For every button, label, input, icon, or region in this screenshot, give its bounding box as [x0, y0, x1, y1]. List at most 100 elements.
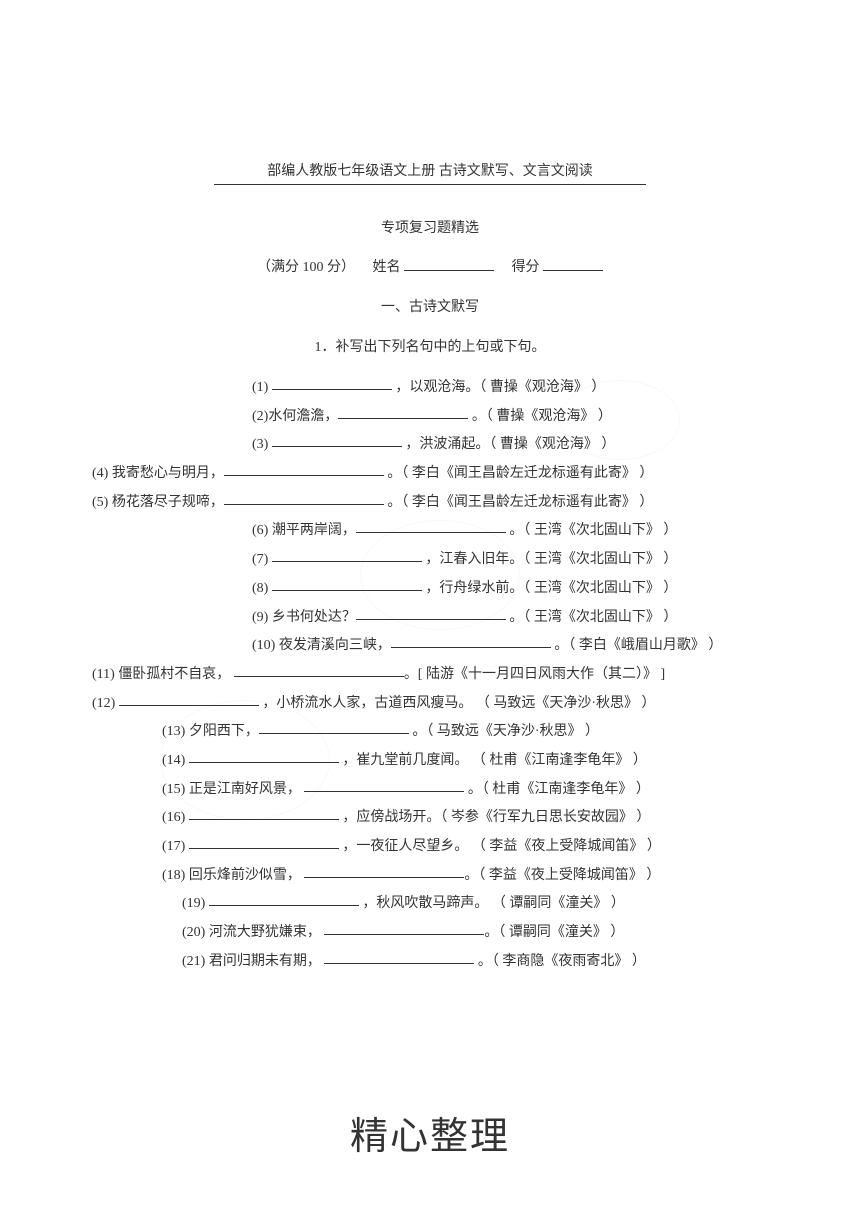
question-line: (19) ，秋风吹散马蹄声。 （ 谭嗣同《潼关》 ） — [92, 890, 768, 919]
question-prefix: 水何澹澹， — [268, 409, 338, 424]
question-suffix: 。（ 谭嗣同《潼关》 ） — [484, 925, 624, 940]
question-number: (2) — [252, 409, 268, 424]
question-line: (5) 杨花落尽子规啼， 。（ 李白《闻王昌龄左迁龙标遥有此寄》 ） — [92, 489, 768, 518]
question-suffix: ，秋风吹散马蹄声。 （ 谭嗣同《潼关》 ） — [359, 896, 625, 911]
question-number: (9) — [252, 610, 268, 625]
question-number: (16) — [162, 810, 185, 825]
question-suffix: 。（ 李益《夜上受降城闻笛》 ） — [464, 868, 660, 883]
question-line: (9) 乡书何处达？ 。（ 王湾《次北固山下》 ） — [92, 604, 768, 633]
question-line: (21) 君问归期未有期， 。（ 李商隐《夜雨寄北》 ） — [92, 948, 768, 977]
answer-blank[interactable] — [224, 461, 384, 476]
question-line: (2)水何澹澹， 。（ 曹操《观沧海》 ） — [92, 403, 768, 432]
question-suffix: 。（ 杜甫《江南逢李龟年》 ） — [464, 782, 650, 797]
question-line: (4) 我寄愁心与明月， 。（ 李白《闻王昌龄左迁龙标遥有此寄》 ） — [92, 460, 768, 489]
question-number: (10) — [252, 638, 275, 653]
question-line: (18) 回乐烽前沙似雪， 。（ 李益《夜上受降城闻笛》 ） — [92, 862, 768, 891]
score-blank[interactable] — [543, 255, 603, 271]
question-number: (11) — [92, 667, 115, 682]
question-number: (13) — [162, 724, 185, 739]
answer-blank[interactable] — [304, 863, 464, 878]
answer-blank[interactable] — [272, 432, 402, 447]
question-line: (14) ，崔九堂前几度闻。 （ 杜甫《江南逢李龟年》 ） — [92, 747, 768, 776]
question-suffix: ，小桥流水人家，古道西风瘦马。 （ 马致远《天净沙·秋思》 ） — [259, 696, 656, 711]
question-line: (17) ，一夜征人尽望乡。 （ 李益《夜上受降城闻笛》 ） — [92, 833, 768, 862]
answer-blank[interactable] — [304, 777, 464, 792]
answer-blank[interactable] — [356, 518, 506, 533]
question-prefix: 君问归期未有期， — [205, 954, 324, 969]
question-number: (3) — [252, 437, 268, 452]
answer-blank[interactable] — [324, 949, 474, 964]
header-underline — [214, 184, 646, 185]
question-suffix: 。（ 曹操《观沧海》 ） — [468, 409, 612, 424]
score-line: （满分 100 分） 姓名 得分 — [92, 255, 768, 276]
questions-container: (1) ，以观沧海。（ 曹操《观沧海》 ）(2)水何澹澹， 。（ 曹操《观沧海》… — [92, 374, 768, 976]
name-label: 姓名 — [373, 260, 401, 275]
question-line: (11) 僵卧孤村不自哀， 。[ 陆游《十一月四日风雨大作（其二）》 ] — [92, 661, 768, 690]
answer-blank[interactable] — [209, 891, 359, 906]
question-line: (6) 潮平两岸阔， 。（ 王湾《次北固山下》 ） — [92, 517, 768, 546]
question-number: (4) — [92, 466, 108, 481]
question-line: (13) 夕阳西下， 。（ 马致远《天净沙·秋思》 ） — [92, 718, 768, 747]
question-prefix: 回乐烽前沙似雪， — [185, 868, 304, 883]
section-title: 一、古诗文默写 — [92, 296, 768, 316]
question-number: (18) — [162, 868, 185, 883]
answer-blank[interactable] — [272, 375, 392, 390]
question-prefix: 僵卧孤村不自哀， — [115, 667, 234, 682]
answer-blank[interactable] — [324, 920, 484, 935]
question-suffix: ，江春入旧年。（ 王湾《次北固山下》 ） — [422, 552, 678, 567]
name-blank[interactable] — [404, 255, 494, 271]
answer-blank[interactable] — [338, 404, 468, 419]
question-prefix: 河流大野犹嫌束， — [205, 925, 324, 940]
answer-blank[interactable] — [189, 748, 339, 763]
question-suffix: 。（ 马致远《天净沙·秋思》 ） — [409, 724, 599, 739]
score-label: 得分 — [512, 260, 540, 275]
question-prefix: 我寄愁心与明月， — [108, 466, 224, 481]
question-number: (19) — [182, 896, 205, 911]
subtitle: 专项复习题精选 — [92, 217, 768, 237]
question-suffix: 。（ 李白《峨眉山月歌》 ） — [551, 638, 723, 653]
answer-blank[interactable] — [224, 490, 384, 505]
footer-text: 精心整理 — [0, 1105, 860, 1160]
question-suffix: ，崔九堂前几度闻。 （ 杜甫《江南逢李龟年》 ） — [339, 753, 647, 768]
question-suffix: 。（ 李商隐《夜雨寄北》 ） — [474, 954, 646, 969]
answer-blank[interactable] — [272, 576, 422, 591]
question-number: (12) — [92, 696, 115, 711]
answer-blank[interactable] — [391, 633, 551, 648]
question-line: (16) ，应傍战场开。（ 岑参《行军九日思长安故园》 ） — [92, 804, 768, 833]
question-number: (6) — [252, 523, 268, 538]
question-suffix: 。（ 王湾《次北固山下》 ） — [506, 610, 678, 625]
question-prefix: 夕阳西下， — [185, 724, 259, 739]
answer-blank[interactable] — [189, 834, 339, 849]
question-line: (15) 正是江南好风景， 。（ 杜甫《江南逢李龟年》 ） — [92, 776, 768, 805]
answer-blank[interactable] — [189, 805, 339, 820]
question-prefix: 正是江南好风景， — [185, 782, 304, 797]
question-line: (12) ，小桥流水人家，古道西风瘦马。 （ 马致远《天净沙·秋思》 ） — [92, 690, 768, 719]
question-line: (20) 河流大野犹嫌束， 。（ 谭嗣同《潼关》 ） — [92, 919, 768, 948]
question-suffix: 。（ 李白《闻王昌龄左迁龙标遥有此寄》 ） — [384, 495, 654, 510]
question-prefix: 夜发清溪向三峡， — [275, 638, 391, 653]
question-prefix: 潮平两岸阔， — [268, 523, 356, 538]
answer-blank[interactable] — [119, 691, 259, 706]
question-suffix: ，洪波涌起。（ 曹操《观沧海》 ） — [402, 437, 616, 452]
question-suffix: ，行舟绿水前。（ 王湾《次北固山下》 ） — [422, 581, 678, 596]
question-number: (1) — [252, 380, 268, 395]
question-prefix: 乡书何处达？ — [268, 610, 356, 625]
instruction: 1．补写出下列名句中的上句或下句。 — [92, 336, 768, 356]
question-line: (7) ，江春入旧年。（ 王湾《次北固山下》 ） — [92, 546, 768, 575]
question-line: (10) 夜发清溪向三峡， 。（ 李白《峨眉山月歌》 ） — [92, 632, 768, 661]
question-line: (8) ，行舟绿水前。（ 王湾《次北固山下》 ） — [92, 575, 768, 604]
answer-blank[interactable] — [272, 547, 422, 562]
answer-blank[interactable] — [259, 719, 409, 734]
question-number: (15) — [162, 782, 185, 797]
question-suffix: ，一夜征人尽望乡。 （ 李益《夜上受降城闻笛》 ） — [339, 839, 661, 854]
answer-blank[interactable] — [234, 662, 404, 677]
question-number: (8) — [252, 581, 268, 596]
question-suffix: 。（ 王湾《次北固山下》 ） — [506, 523, 678, 538]
answer-blank[interactable] — [356, 605, 506, 620]
question-number: (5) — [92, 495, 108, 510]
question-line: (1) ，以观沧海。（ 曹操《观沧海》 ） — [92, 374, 768, 403]
question-suffix: ，应傍战场开。（ 岑参《行军九日思长安故园》 ） — [339, 810, 651, 825]
question-number: (20) — [182, 925, 205, 940]
question-prefix: 杨花落尽子规啼， — [108, 495, 224, 510]
question-number: (21) — [182, 954, 205, 969]
